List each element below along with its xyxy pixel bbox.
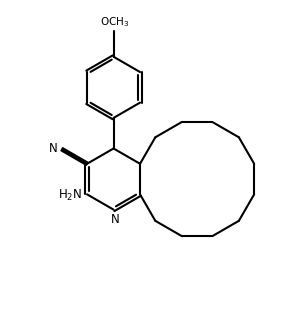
- Text: OCH$_3$: OCH$_3$: [100, 15, 129, 29]
- Text: N: N: [111, 213, 119, 226]
- Text: N: N: [49, 142, 58, 155]
- Text: H$_2$N: H$_2$N: [58, 188, 82, 203]
